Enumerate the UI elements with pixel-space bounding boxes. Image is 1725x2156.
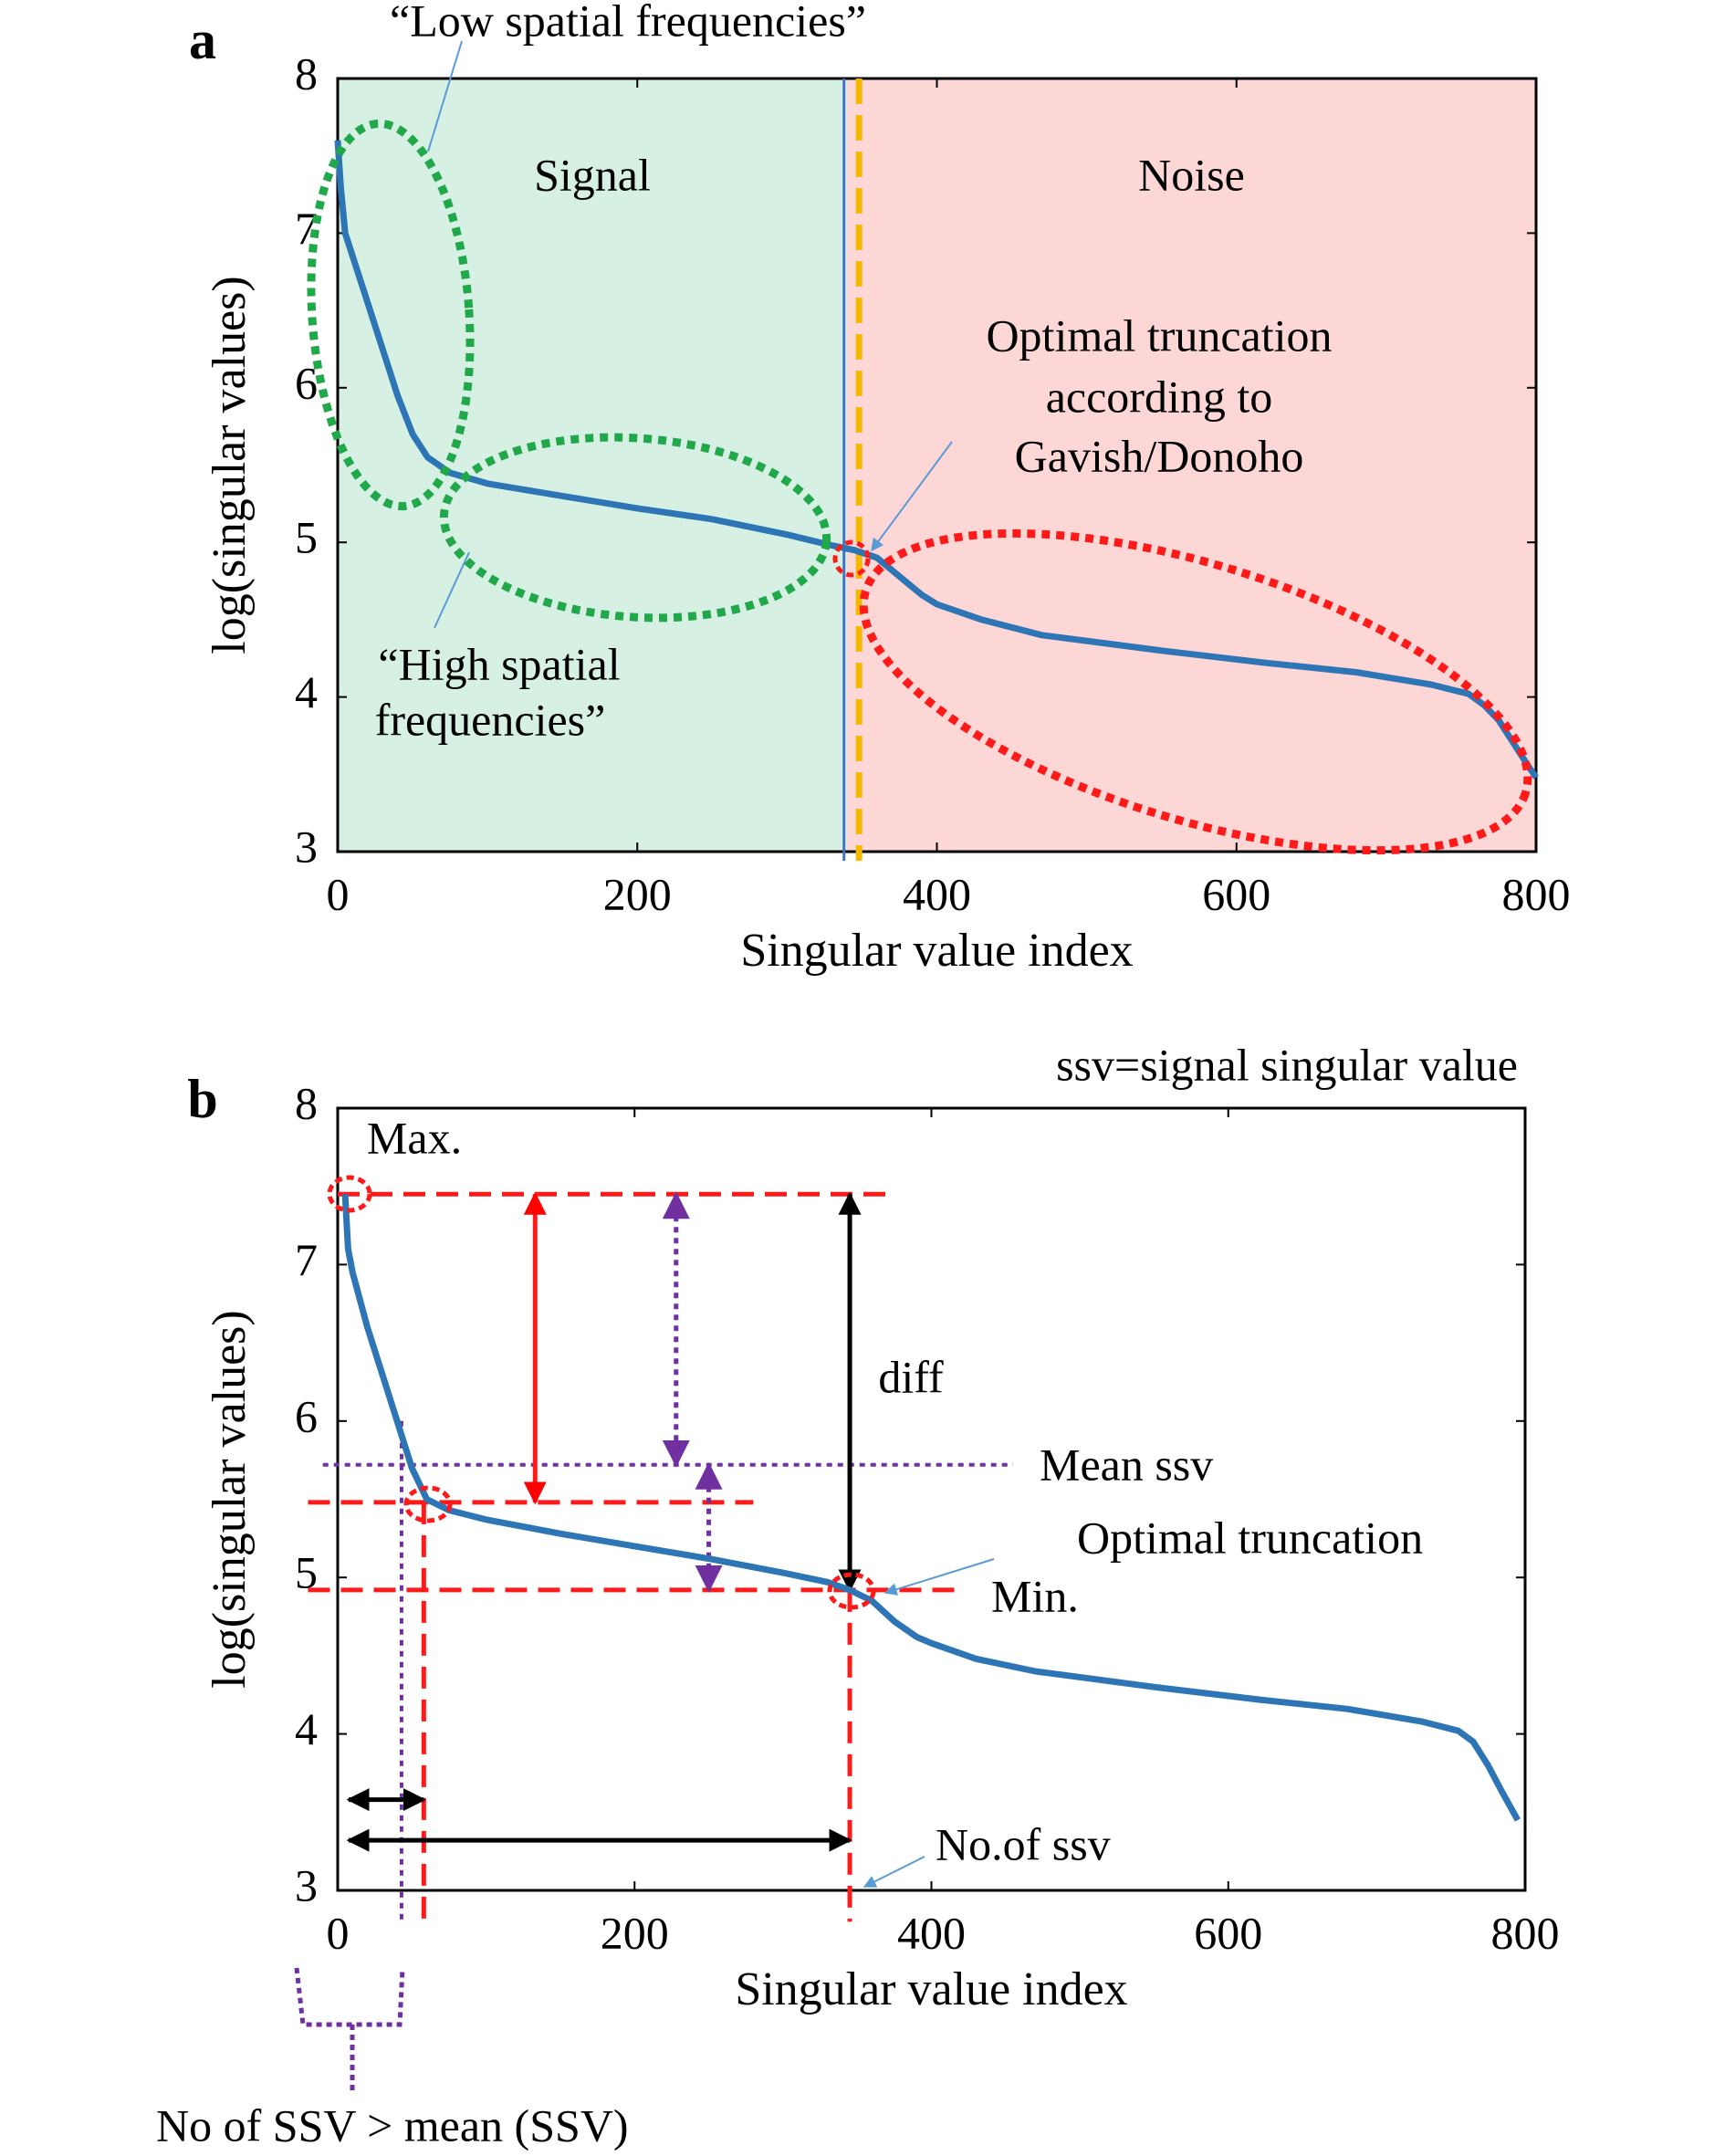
leader-arrow (871, 441, 953, 552)
plot-frame (336, 1106, 1527, 1892)
leader-arrow (862, 1856, 925, 1888)
line-series (341, 1194, 1521, 1822)
x-tick-label: 600 (1194, 1907, 1262, 1958)
annotation: according to (1046, 371, 1273, 422)
annotation: diff (878, 1351, 944, 1402)
y-tick-label: 7 (295, 1234, 318, 1285)
y-tick-label: 3 (295, 821, 318, 872)
panel-label: b (187, 1069, 217, 1129)
leader-line (434, 551, 470, 629)
circle (327, 1175, 372, 1213)
annotation: Min. (991, 1570, 1079, 1621)
y-tick-label: 3 (295, 1859, 318, 1910)
annotation: Gavish/Donoho (1015, 430, 1304, 481)
annotation: Optimal truncation (1077, 1512, 1423, 1563)
annotation: Optimal truncation (986, 309, 1332, 361)
region (847, 78, 1536, 852)
x-tick-label: 200 (603, 868, 672, 919)
x-axis-label: Singular value index (735, 1963, 1127, 2015)
panel-label: a (189, 10, 216, 70)
x-tick-label: 200 (601, 1907, 669, 1958)
y-tick-label: 6 (295, 1390, 318, 1441)
y-tick-label: 8 (295, 1077, 318, 1128)
circle (832, 539, 871, 578)
y-axis-label: log(singular values) (204, 1310, 256, 1688)
subtitle: ssv=signal singular value (1056, 1039, 1518, 1090)
ellipse (859, 529, 1532, 855)
x-axis-label: Singular value index (740, 925, 1133, 977)
x-tick-label: 800 (1502, 868, 1571, 919)
annotation: “High spatial (378, 638, 620, 689)
x-tick-label: 400 (897, 1907, 966, 1958)
line-series (334, 140, 1539, 780)
annotation: No.of ssv (936, 1818, 1111, 1869)
x-tick-label: 0 (327, 868, 350, 919)
ellipse (307, 119, 475, 511)
annotation: frequencies” (375, 694, 606, 745)
circle (827, 1572, 876, 1610)
x-tick-label: 400 (903, 868, 971, 919)
y-tick-label: 4 (295, 666, 318, 717)
annotation: Max. (367, 1112, 462, 1163)
annotation: “Low spatial frequencies” (390, 0, 866, 46)
y-axis-label: log(singular values) (204, 276, 256, 654)
y-tick-label: 5 (295, 512, 318, 563)
ellipse (439, 433, 831, 623)
plots: Signal Noise 3 4 5 6 7 8 0 200 400 600 800 Singular v… (204, 47, 1571, 2015)
leader-arrow (883, 1558, 995, 1596)
annotation: No of SSV > mean (SSV) (156, 2099, 629, 2151)
region-label: Signal (534, 149, 651, 200)
x-tick-label: 800 (1491, 1907, 1560, 1958)
y-tick-label: 4 (295, 1703, 318, 1754)
x-tick-label: 600 (1202, 868, 1270, 919)
y-tick-label: 8 (295, 47, 318, 99)
brace (294, 1967, 405, 2090)
region-label: Noise (1138, 149, 1245, 200)
circle (403, 1485, 453, 1523)
leader-line (427, 40, 463, 152)
x-tick-label: 0 (327, 1907, 350, 1958)
annotation: Mean ssv (1040, 1439, 1213, 1490)
